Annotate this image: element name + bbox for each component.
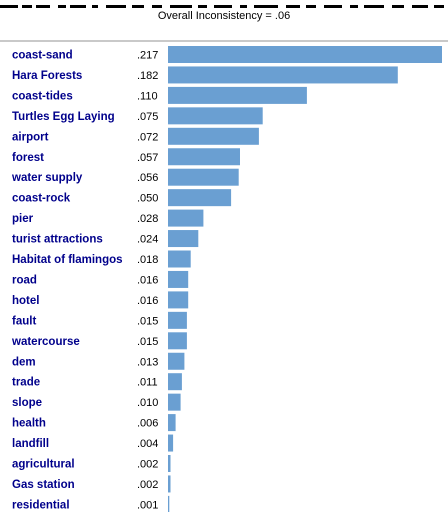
bar xyxy=(168,311,187,329)
value-label: .110 xyxy=(137,90,158,102)
value-label: .075 xyxy=(137,111,158,123)
category-label: airport xyxy=(12,131,49,143)
bar xyxy=(168,189,232,207)
header-separator xyxy=(0,40,448,42)
bar xyxy=(168,230,199,248)
bar xyxy=(168,352,185,370)
chart-title: Overall Inconsistency = .06 xyxy=(157,10,291,22)
value-label: .011 xyxy=(137,377,158,389)
bar xyxy=(168,291,189,309)
value-label: .217 xyxy=(137,50,158,62)
bar xyxy=(168,127,259,145)
category-label: trade xyxy=(12,377,40,389)
cropped-header-glyphs xyxy=(0,5,444,8)
value-label: .013 xyxy=(137,356,158,368)
bar xyxy=(168,475,171,493)
category-label: watercourse xyxy=(11,336,80,348)
value-label: .016 xyxy=(137,295,158,307)
bar xyxy=(168,455,171,472)
bar xyxy=(168,495,170,512)
category-label: slope xyxy=(12,397,42,409)
bar xyxy=(168,168,239,186)
category-label: water supply xyxy=(11,172,83,184)
value-label: .001 xyxy=(137,499,158,511)
value-label: .056 xyxy=(137,172,158,184)
category-label: Gas station xyxy=(12,479,75,491)
value-label: .057 xyxy=(137,152,158,164)
bar xyxy=(168,66,398,84)
bar xyxy=(168,270,189,288)
category-label: coast-tides xyxy=(12,90,73,102)
category-label: forest xyxy=(12,152,44,164)
category-label: hotel xyxy=(12,295,39,307)
category-label: turist attractions xyxy=(12,234,103,246)
value-label: .002 xyxy=(137,479,158,491)
bar xyxy=(168,434,174,452)
value-label: .028 xyxy=(137,213,158,225)
value-label: .182 xyxy=(137,70,158,82)
category-label: Turtles Egg Laying xyxy=(12,111,115,123)
value-label: .002 xyxy=(137,459,158,471)
value-label: .072 xyxy=(137,131,158,143)
category-label: residential xyxy=(12,499,70,511)
category-label: health xyxy=(12,418,46,430)
bar xyxy=(168,414,176,432)
category-label: fault xyxy=(12,315,36,327)
category-label: dem xyxy=(12,356,36,368)
bar xyxy=(168,107,263,125)
bar xyxy=(168,250,191,268)
value-label: .010 xyxy=(137,397,158,409)
bar xyxy=(168,373,182,391)
category-label: agricultural xyxy=(12,459,75,471)
cropped-header-text xyxy=(0,0,448,8)
bar xyxy=(168,393,181,411)
value-label: .050 xyxy=(137,193,158,205)
bar xyxy=(168,332,187,350)
value-label: .015 xyxy=(137,315,158,327)
bar xyxy=(168,148,240,166)
category-label: pier xyxy=(12,213,34,225)
value-label: .006 xyxy=(137,418,158,430)
category-label: road xyxy=(12,274,37,286)
bar xyxy=(168,46,442,63)
category-label: Habitat of flamingos xyxy=(12,254,123,266)
category-label: landfill xyxy=(12,438,49,450)
value-label: .016 xyxy=(137,274,158,286)
bar xyxy=(168,86,307,104)
value-label: .024 xyxy=(137,234,158,246)
value-label: .015 xyxy=(137,336,158,348)
value-label: .004 xyxy=(137,438,158,450)
category-label: Hara Forests xyxy=(12,70,82,82)
category-label: coast-rock xyxy=(12,193,71,205)
category-label: coast-sand xyxy=(12,50,73,62)
value-label: .018 xyxy=(137,254,158,266)
bar xyxy=(168,209,204,227)
